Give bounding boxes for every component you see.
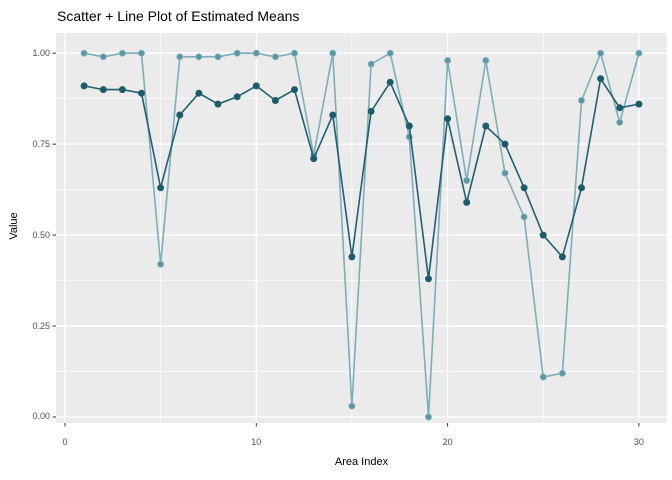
dark-teal-series-point: [463, 198, 471, 206]
dark-teal-series-point: [137, 89, 145, 97]
dark-teal-series-line: [83, 77, 640, 280]
x-axis-title: Area Index: [334, 456, 389, 468]
y-tick-label: 0.25: [32, 320, 50, 331]
light-teal-series-point: [348, 402, 356, 410]
light-teal-series-point: [386, 49, 394, 57]
dark-teal-series-point: [444, 115, 452, 123]
light-teal-series-point: [329, 49, 337, 57]
dark-teal-series-point: [367, 107, 375, 115]
light-teal-series-point: [501, 169, 509, 177]
dark-teal-series-point: [558, 253, 566, 261]
dark-teal-series-point: [348, 253, 356, 261]
light-teal-series-point: [597, 49, 605, 57]
dark-teal-series-point: [176, 111, 184, 119]
dark-teal-series-point: [635, 100, 643, 108]
light-teal-series-point: [176, 53, 184, 61]
dark-teal-series-point: [80, 82, 88, 90]
y-tick-label: 0.50: [32, 229, 50, 240]
y-axis-title: Value: [8, 212, 20, 240]
light-teal-series-point: [482, 57, 490, 65]
dark-teal-series-point: [539, 231, 547, 239]
dark-teal-series-point: [578, 184, 586, 192]
dark-teal-series-point: [214, 100, 222, 108]
light-teal-series-point: [635, 49, 643, 57]
dark-teal-series-point: [482, 122, 490, 130]
dark-teal-series-point: [501, 140, 509, 148]
light-teal-series-point: [367, 60, 375, 68]
dark-teal-series-point: [290, 86, 298, 94]
dark-teal-series-point: [310, 155, 318, 163]
dark-teal-series-point: [520, 184, 528, 192]
light-teal-series-point: [578, 97, 586, 105]
light-teal-series-point: [252, 49, 260, 57]
dark-teal-series-point: [271, 97, 279, 105]
dark-teal-series-point: [616, 104, 624, 112]
light-teal-series-point: [80, 49, 88, 57]
y-tick-label: 1.00: [32, 47, 50, 58]
light-teal-series-point: [118, 49, 126, 57]
light-teal-series-point: [233, 49, 241, 57]
dark-teal-series-point: [195, 89, 203, 97]
light-teal-series-point: [463, 176, 471, 184]
light-teal-series-point: [157, 260, 165, 268]
light-teal-series-point: [616, 118, 624, 126]
dark-teal-series-point: [252, 82, 260, 90]
dark-teal-series-point: [386, 78, 394, 86]
dark-teal-series-point: [99, 86, 107, 94]
light-teal-series-point: [520, 213, 528, 221]
y-tick-label: 0.75: [32, 138, 50, 149]
dark-teal-series-point: [405, 122, 413, 130]
dark-teal-series-point: [424, 275, 432, 283]
dark-teal-series-point: [157, 184, 165, 192]
light-teal-series-point: [424, 413, 432, 421]
dark-teal-series-point: [118, 86, 126, 94]
dark-teal-series-point: [233, 93, 241, 101]
light-teal-series-point: [539, 373, 547, 381]
light-teal-series-point: [99, 53, 107, 61]
x-tick-label: 30: [633, 437, 644, 447]
x-tick-label: 10: [251, 437, 262, 447]
y-tick-label: 0.00: [32, 411, 50, 422]
x-tick-label: 0: [62, 437, 68, 447]
dark-teal-series-point: [329, 111, 337, 119]
light-teal-series-point: [195, 53, 203, 61]
light-teal-series-point: [444, 57, 452, 65]
light-teal-series-point: [214, 53, 222, 61]
dark-teal-series-point: [597, 75, 605, 83]
light-teal-series-point: [271, 53, 279, 61]
light-teal-series-point: [558, 369, 566, 377]
plot-title: Scatter + Line Plot of Estimated Means: [57, 8, 300, 24]
light-teal-series-point: [290, 49, 298, 57]
light-teal-series-point: [137, 49, 145, 57]
x-tick-label: 20: [442, 437, 453, 447]
